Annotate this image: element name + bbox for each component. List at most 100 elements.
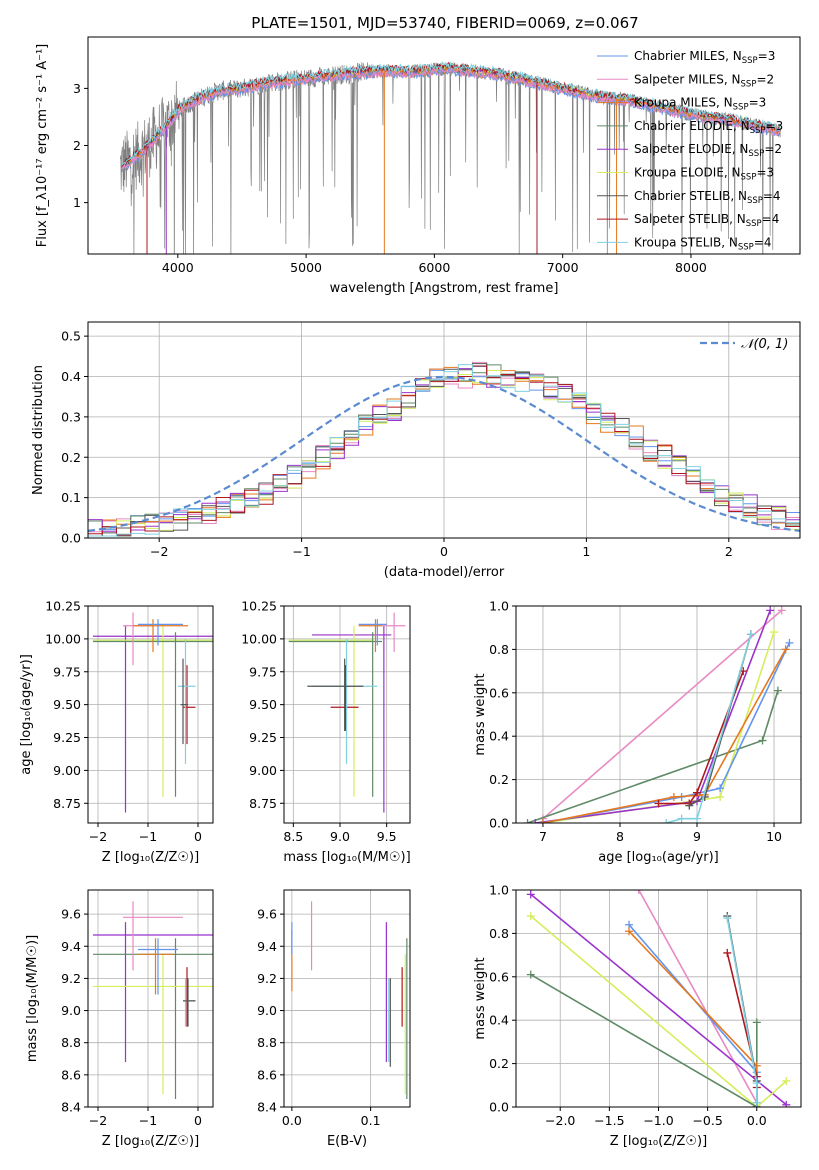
y-tick-label: 8.6 [61, 1067, 81, 1082]
y-tick-label: 9.75 [249, 664, 277, 679]
x-tick-label: 8 [616, 829, 624, 844]
weight-point-marker [746, 630, 755, 639]
x-tick-label: −2 [89, 829, 107, 844]
weight-point-marker [625, 927, 634, 936]
y-tick-label: 8.75 [53, 796, 81, 811]
weight-point-marker [777, 606, 786, 615]
axes-frame [515, 605, 802, 824]
y-tick-label: 0.8 [489, 642, 509, 657]
chart-weight-vs-Z: −2.0 −1.5 −1.0 −0.5 0.0 0.0 0.2 0.4 0.6 0.8 1.0 Z [… [473, 883, 802, 1149]
axes-frame [283, 889, 411, 1108]
legend-label: 𝒩(0, 1) [741, 337, 788, 352]
y-tick-label: 9.4 [257, 939, 277, 954]
weight-series-line [535, 610, 771, 823]
y-tick-label: 10.00 [45, 631, 81, 646]
y-tick-label: 0.4 [489, 729, 509, 744]
y-tick-label: 9.00 [53, 763, 81, 778]
weight-point-marker [752, 1018, 761, 1027]
weight-point-marker [782, 1076, 791, 1085]
histogram-step [88, 364, 800, 538]
chart-residuals: −2 −1 0 1 2 0.0 0.1 0.2 0.3 0.4 0.5 (data-model)/er… [31, 321, 801, 580]
weight-point-marker [770, 628, 779, 637]
x-axis-label: (data-model)/error [384, 565, 505, 580]
weight-series-line [658, 670, 744, 805]
weight-point-marker [785, 638, 794, 647]
y-tick-label: 10.25 [241, 599, 277, 614]
weight-series-line [665, 633, 752, 823]
weight-series-line [628, 930, 758, 1107]
y-tick-label: 0.4 [61, 369, 81, 384]
chart-weight-vs-age: 7 8 9 10 0.0 0.2 0.4 0.6 0.8 1.0 age [log₁₀(age/yr… [473, 599, 802, 865]
chart-mass-vs-EBV: 0.0 0.1 8.4 8.6 8.8 9.0 9.2 9.4 9.6 E(B-V) [257, 889, 411, 1149]
errorbar-group [93, 612, 213, 813]
axes-frame [87, 889, 214, 1108]
y-tick-label: 10.25 [45, 599, 81, 614]
y-tick-label: 0.0 [61, 531, 81, 546]
weight-point-marker [654, 799, 663, 808]
x-tick-label: 9.5 [377, 829, 397, 844]
x-tick-label: −1 [139, 1113, 157, 1128]
x-tick-label: −0.5 [692, 1113, 722, 1128]
x-axis-label: Z [log₁₀(Z/Z☉)] [610, 1134, 707, 1149]
y-tick-label: 9.50 [53, 697, 81, 712]
weight-series-line [530, 893, 787, 1106]
histogram-step [88, 365, 800, 538]
y-tick-label: 1 [73, 195, 81, 210]
x-tick-label: 5000 [290, 260, 322, 275]
weight-series-line [530, 915, 787, 1107]
weight-point-marker [526, 970, 535, 979]
y-tick-label: 9.6 [61, 907, 81, 922]
chart-age-vs-mass: 8.5 9.0 9.5 8.75 9.00 9.25 9.50 9.75 10.00 10.25 m… [241, 599, 410, 866]
y-tick-label: 10.00 [241, 631, 277, 646]
y-tick-label: 8.8 [61, 1035, 81, 1050]
chart-age-vs-Z: −2 −1 0 8.75 9.00 9.25 9.50 9.75 10.00 10.25 Z [lo… [19, 599, 214, 865]
y-tick-label: 0.2 [489, 772, 509, 787]
axes-frame [87, 605, 214, 824]
y-tick-label: 9.6 [257, 907, 277, 922]
x-tick-label: −2.0 [545, 1113, 575, 1128]
x-tick-label: 0.0 [282, 1113, 302, 1128]
errorbar-group [93, 901, 213, 1099]
y-tick-label: 8.8 [257, 1035, 277, 1050]
weight-point-marker [781, 645, 790, 654]
x-axis-label: Z [log₁₀(Z/Z☉)] [102, 1134, 199, 1149]
y-tick-label: 0.5 [61, 329, 81, 344]
weight-point-marker [723, 914, 732, 923]
weight-point-marker [523, 819, 532, 823]
x-axis-label: mass [log₁₀(M/M☉)] [283, 850, 410, 865]
y-tick-label: 0.8 [489, 926, 509, 941]
spectrum-legend: Chabrier MILES, NSSP=3 Salpeter MILES, NS… [597, 49, 783, 252]
y-axis-label: mass weight [473, 957, 488, 1039]
weight-point-marker [752, 1098, 761, 1107]
x-tick-label: 0.1 [361, 1113, 381, 1128]
x-tick-label: 9 [693, 829, 701, 844]
x-tick-label: 0 [194, 1113, 202, 1128]
y-tick-label: 9.4 [61, 939, 81, 954]
y-tick-label: 0.2 [489, 1056, 509, 1071]
weight-point-marker [693, 788, 702, 797]
weight-point-marker [716, 784, 725, 793]
y-axis-label: Flux [f_λ10⁻¹⁷ erg cm⁻² s⁻¹ A⁻¹] [35, 44, 50, 248]
y-tick-label: 9.2 [257, 971, 277, 986]
spectrum-data-group [119, 60, 781, 254]
chart-mass-vs-Z: −2 −1 0 8.4 8.6 8.8 9.0 9.2 9.4 9.6 Z [log₁₀(Z/Z☉)… [25, 889, 214, 1149]
legend-label: Chabrier ELODIE, NSSP=3 [634, 119, 783, 136]
y-tick-label: 0.1 [61, 490, 81, 505]
y-tick-label: 0.6 [489, 685, 509, 700]
x-tick-label: 8.5 [283, 829, 303, 844]
weight-point-marker [758, 736, 767, 745]
x-tick-label: −1.5 [594, 1113, 624, 1128]
weight-series-line [542, 631, 775, 823]
x-tick-label: 7000 [547, 260, 579, 275]
weight-point-marker [782, 1100, 791, 1107]
y-tick-label: 8.75 [249, 796, 277, 811]
y-tick-label: 8.4 [61, 1100, 81, 1115]
weight-point-marker [766, 606, 775, 615]
weight-point-marker [752, 1079, 761, 1088]
axes-frame [283, 605, 411, 824]
y-tick-label: 9.50 [249, 697, 277, 712]
normal-curve [88, 375, 800, 532]
weight-series-group [526, 890, 791, 1107]
x-tick-label: 0.0 [747, 1113, 767, 1128]
